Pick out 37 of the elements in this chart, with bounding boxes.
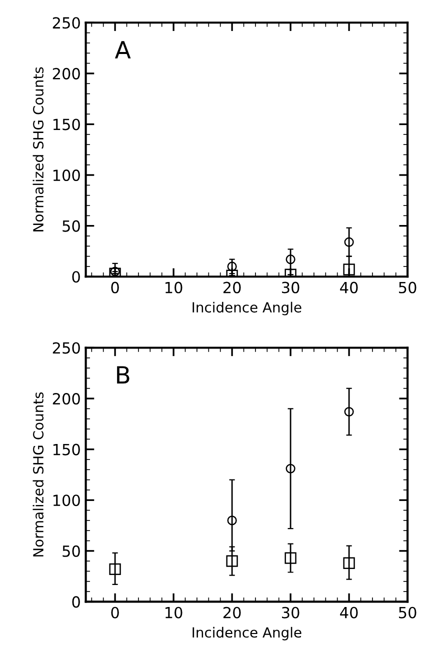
x-axis-title: Incidence Angle (192, 626, 302, 640)
point (226, 555, 238, 567)
text: B (117, 366, 130, 384)
x-tick-label: 50 (399, 282, 416, 294)
x-tick-label: 40 (340, 606, 358, 618)
x-tick-label: 20 (223, 606, 241, 618)
y-tick-label: 50 (62, 545, 80, 557)
y-tick-label: 0 (72, 271, 80, 283)
x-tick-label: 0 (111, 606, 119, 618)
point (227, 516, 237, 526)
x-axis-title: Incidence Angle (192, 302, 302, 316)
x-tick-label: 20 (223, 282, 241, 294)
y-tick-label: 250 (52, 17, 80, 29)
y-axis-title: Normalized SHG Counts (32, 67, 44, 232)
y-tick-label: 100 (53, 169, 80, 182)
point (343, 557, 355, 569)
y-tick-label: 150 (53, 118, 80, 130)
y-tick-label: 150 (53, 444, 80, 456)
point (344, 406, 354, 417)
x-tick-label: 30 (282, 282, 300, 294)
text: A (114, 41, 131, 58)
x-tick-label: 40 (340, 282, 358, 294)
point (286, 464, 296, 474)
y-axis-title: Normalized SHG Counts (32, 392, 44, 556)
y-tick-label: 200 (52, 392, 80, 405)
y-tick-label: 200 (52, 68, 80, 80)
x-tick-label: 10 (166, 282, 182, 294)
point (109, 563, 121, 576)
point (284, 552, 296, 564)
y-tick-label: 50 (62, 220, 80, 232)
x-tick-label: 50 (399, 606, 416, 618)
y-tick-label: 100 (53, 494, 80, 506)
x-tick-label: 10 (166, 606, 182, 618)
x-tick-label: 30 (282, 606, 300, 618)
y-tick-label: 0 (72, 596, 80, 608)
y-tick-label: 250 (52, 342, 80, 354)
x-tick-label: 0 (111, 282, 119, 294)
